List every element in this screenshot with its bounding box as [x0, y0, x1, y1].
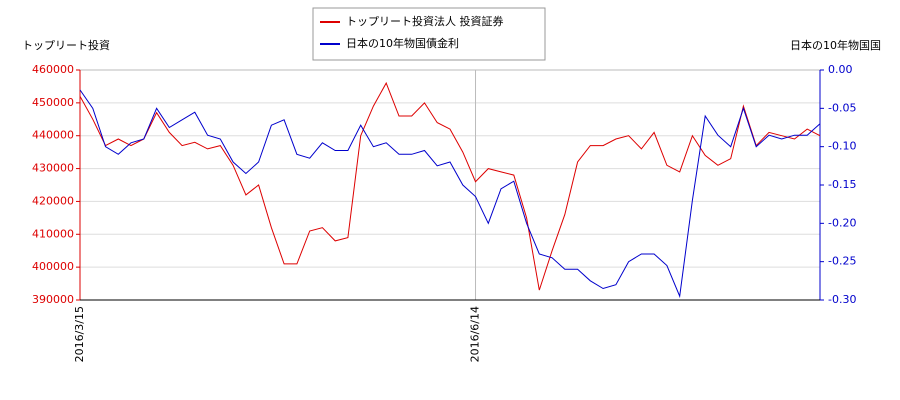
series-line: [79, 81, 821, 291]
legend-box: [312, 7, 546, 61]
y-tick-label: 460000: [32, 63, 74, 76]
y-tick-label: 420000: [32, 194, 74, 207]
y-tick-label: 440000: [32, 129, 74, 142]
y-tick-label: 410000: [32, 227, 74, 240]
y2-tick-label: 0.00: [828, 63, 853, 76]
x-tick-label: 2016/6/14: [469, 306, 482, 362]
legend-label: 日本の10年物国債金利: [346, 36, 459, 50]
x-tick-label: 2016/3/15: [73, 306, 86, 362]
y2-tick-label: -0.30: [828, 293, 856, 306]
y2-tick-label: -0.25: [828, 255, 856, 268]
y2-tick-label: -0.10: [828, 140, 856, 153]
y2-axis-title: 日本の10年物国国: [790, 38, 881, 52]
y-axis-title: トップリート投資: [22, 38, 110, 52]
series-line: [79, 89, 821, 299]
y-tick-label: 450000: [32, 96, 74, 109]
y-tick-label: 390000: [32, 293, 74, 306]
y2-tick-label: -0.15: [828, 178, 856, 191]
y2-tick-label: -0.20: [828, 216, 856, 229]
y-tick-label: 400000: [32, 260, 74, 273]
y2-tick-label: -0.05: [828, 101, 856, 114]
legend-label: トップリート投資法人 投資証券: [346, 14, 504, 28]
y-tick-label: 430000: [32, 162, 74, 175]
